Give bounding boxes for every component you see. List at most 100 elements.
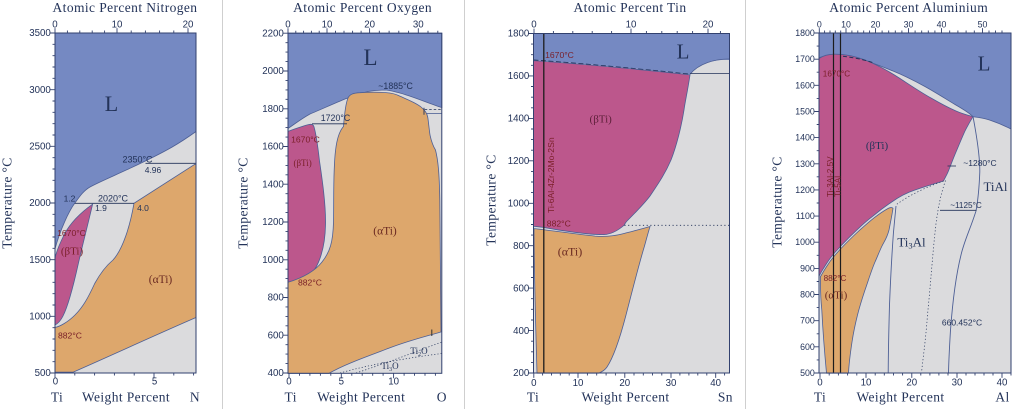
svg-text:4.0: 4.0	[137, 203, 149, 213]
svg-text:500: 500	[35, 368, 52, 379]
svg-text:1200: 1200	[795, 185, 815, 195]
svg-text:Ti3O: Ti3O	[381, 361, 399, 373]
svg-text:10: 10	[388, 377, 399, 388]
svg-text:1800: 1800	[795, 28, 815, 38]
svg-text:1670°C: 1670°C	[545, 50, 574, 60]
svg-text:30: 30	[666, 378, 677, 389]
svg-text:L: L	[105, 91, 118, 116]
svg-text:Sn: Sn	[718, 390, 733, 405]
svg-text:1500: 1500	[29, 255, 51, 266]
svg-text:40: 40	[937, 20, 947, 30]
svg-text:Ti: Ti	[51, 390, 63, 405]
svg-text:Atomic Percent Oxygen: Atomic Percent Oxygen	[293, 0, 432, 15]
svg-text:1400: 1400	[262, 179, 284, 190]
svg-text:Al: Al	[995, 390, 1009, 405]
svg-text:3000: 3000	[29, 85, 51, 96]
svg-text:~1885°C: ~1885°C	[378, 81, 413, 91]
svg-text:660.452°C: 660.452°C	[942, 318, 982, 328]
svg-text:2200: 2200	[262, 28, 284, 39]
svg-text:~1125°C: ~1125°C	[950, 201, 982, 210]
svg-text:1670°C: 1670°C	[291, 134, 320, 144]
svg-text:Atomic Percent Nitrogen: Atomic Percent Nitrogen	[53, 0, 198, 15]
svg-text:600: 600	[800, 342, 815, 352]
svg-text:Ti: Ti	[285, 390, 297, 405]
svg-text:50: 50	[978, 20, 988, 30]
svg-text:Weight Percent: Weight Percent	[856, 390, 944, 405]
svg-text:1000: 1000	[29, 312, 51, 323]
svg-text:1100: 1100	[796, 211, 815, 221]
svg-text:20: 20	[871, 20, 881, 30]
svg-text:0: 0	[817, 20, 822, 30]
svg-text:Weight Percent: Weight Percent	[82, 390, 170, 405]
svg-text:(βTi): (βTi)	[866, 140, 889, 152]
svg-text:800: 800	[800, 290, 815, 300]
svg-text:(αTi): (αTi)	[373, 226, 397, 238]
svg-text:10: 10	[573, 378, 584, 389]
svg-text:1000: 1000	[262, 255, 284, 266]
svg-text:1800: 1800	[262, 104, 284, 115]
svg-text:1800: 1800	[508, 29, 530, 40]
svg-text:10: 10	[841, 20, 851, 30]
svg-text:2020°C: 2020°C	[98, 194, 129, 204]
svg-text:1300: 1300	[795, 159, 815, 169]
svg-text:1200: 1200	[508, 156, 530, 167]
svg-text:1500: 1500	[795, 106, 815, 116]
svg-text:400: 400	[268, 368, 285, 379]
svg-text:2000: 2000	[29, 198, 51, 209]
svg-text:20: 20	[906, 378, 917, 389]
svg-text:800: 800	[268, 293, 285, 304]
svg-text:(αTi): (αTi)	[558, 245, 583, 259]
svg-text:1700: 1700	[795, 54, 815, 64]
svg-text:Ti2O: Ti2O	[410, 346, 428, 358]
svg-text:30: 30	[952, 378, 963, 389]
svg-text:(βTi): (βTi)	[590, 114, 613, 126]
svg-text:20: 20	[619, 378, 630, 389]
svg-text:5: 5	[339, 377, 344, 388]
svg-text:Ti-5Al: Ti-5Al	[833, 176, 842, 197]
svg-text:200: 200	[513, 368, 530, 379]
svg-text:Ti: Ti	[814, 390, 826, 405]
svg-text:2000: 2000	[262, 66, 284, 77]
svg-text:Ti3Al: Ti3Al	[897, 235, 926, 251]
svg-text:1000: 1000	[795, 237, 815, 247]
svg-text:4.96: 4.96	[145, 165, 162, 175]
svg-text:10: 10	[861, 378, 872, 389]
svg-text:20: 20	[364, 20, 375, 31]
svg-text:10: 10	[626, 20, 637, 31]
svg-text:20: 20	[703, 20, 714, 31]
svg-text:Weight Percent: Weight Percent	[317, 390, 405, 405]
svg-text:Ti-3Al-2.5V: Ti-3Al-2.5V	[826, 156, 835, 197]
svg-text:Weight Percent: Weight Percent	[581, 390, 669, 405]
svg-text:0: 0	[286, 377, 292, 388]
svg-text:600: 600	[513, 283, 530, 294]
svg-text:700: 700	[800, 316, 815, 326]
svg-text:0: 0	[52, 20, 58, 31]
svg-text:10: 10	[322, 20, 333, 31]
svg-text:882°C: 882°C	[547, 218, 571, 228]
svg-text:1400: 1400	[508, 114, 530, 125]
svg-text:3500: 3500	[29, 28, 51, 39]
svg-text:1.2: 1.2	[64, 194, 76, 204]
svg-text:800: 800	[513, 241, 530, 252]
svg-text:1400: 1400	[795, 133, 815, 143]
svg-text:40: 40	[710, 378, 721, 389]
svg-text:500: 500	[800, 368, 815, 378]
svg-text:1000: 1000	[508, 198, 530, 209]
svg-text:Ti: Ti	[527, 390, 539, 405]
svg-text:30: 30	[413, 20, 424, 31]
svg-text:600: 600	[268, 330, 285, 341]
svg-text:N: N	[190, 390, 200, 405]
svg-text:(αTi): (αTi)	[825, 290, 848, 302]
svg-text:Temperature °C: Temperature °C	[0, 157, 15, 248]
svg-text:0: 0	[531, 20, 537, 31]
svg-text:Ti-6Al-4Zr-2Mo-2Sn: Ti-6Al-4Zr-2Mo-2Sn	[546, 137, 556, 213]
svg-text:(βTi): (βTi)	[293, 158, 311, 168]
svg-text:900: 900	[800, 263, 815, 273]
svg-text:TiAl: TiAl	[983, 179, 1007, 194]
svg-text:5: 5	[152, 377, 157, 388]
svg-text:2500: 2500	[29, 142, 51, 153]
svg-text:1600: 1600	[508, 71, 530, 82]
svg-text:Temperature °C: Temperature °C	[236, 157, 251, 248]
svg-text:Temperature °C: Temperature °C	[770, 156, 785, 247]
svg-text:1720°C: 1720°C	[321, 113, 351, 123]
